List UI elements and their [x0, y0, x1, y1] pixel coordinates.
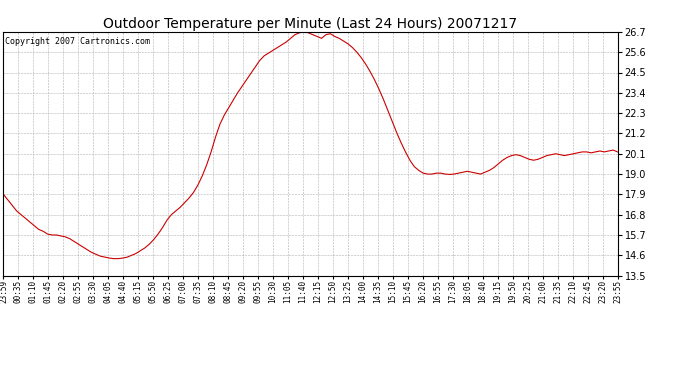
- Text: Copyright 2007 Cartronics.com: Copyright 2007 Cartronics.com: [5, 37, 150, 46]
- Title: Outdoor Temperature per Minute (Last 24 Hours) 20071217: Outdoor Temperature per Minute (Last 24 …: [104, 17, 518, 31]
